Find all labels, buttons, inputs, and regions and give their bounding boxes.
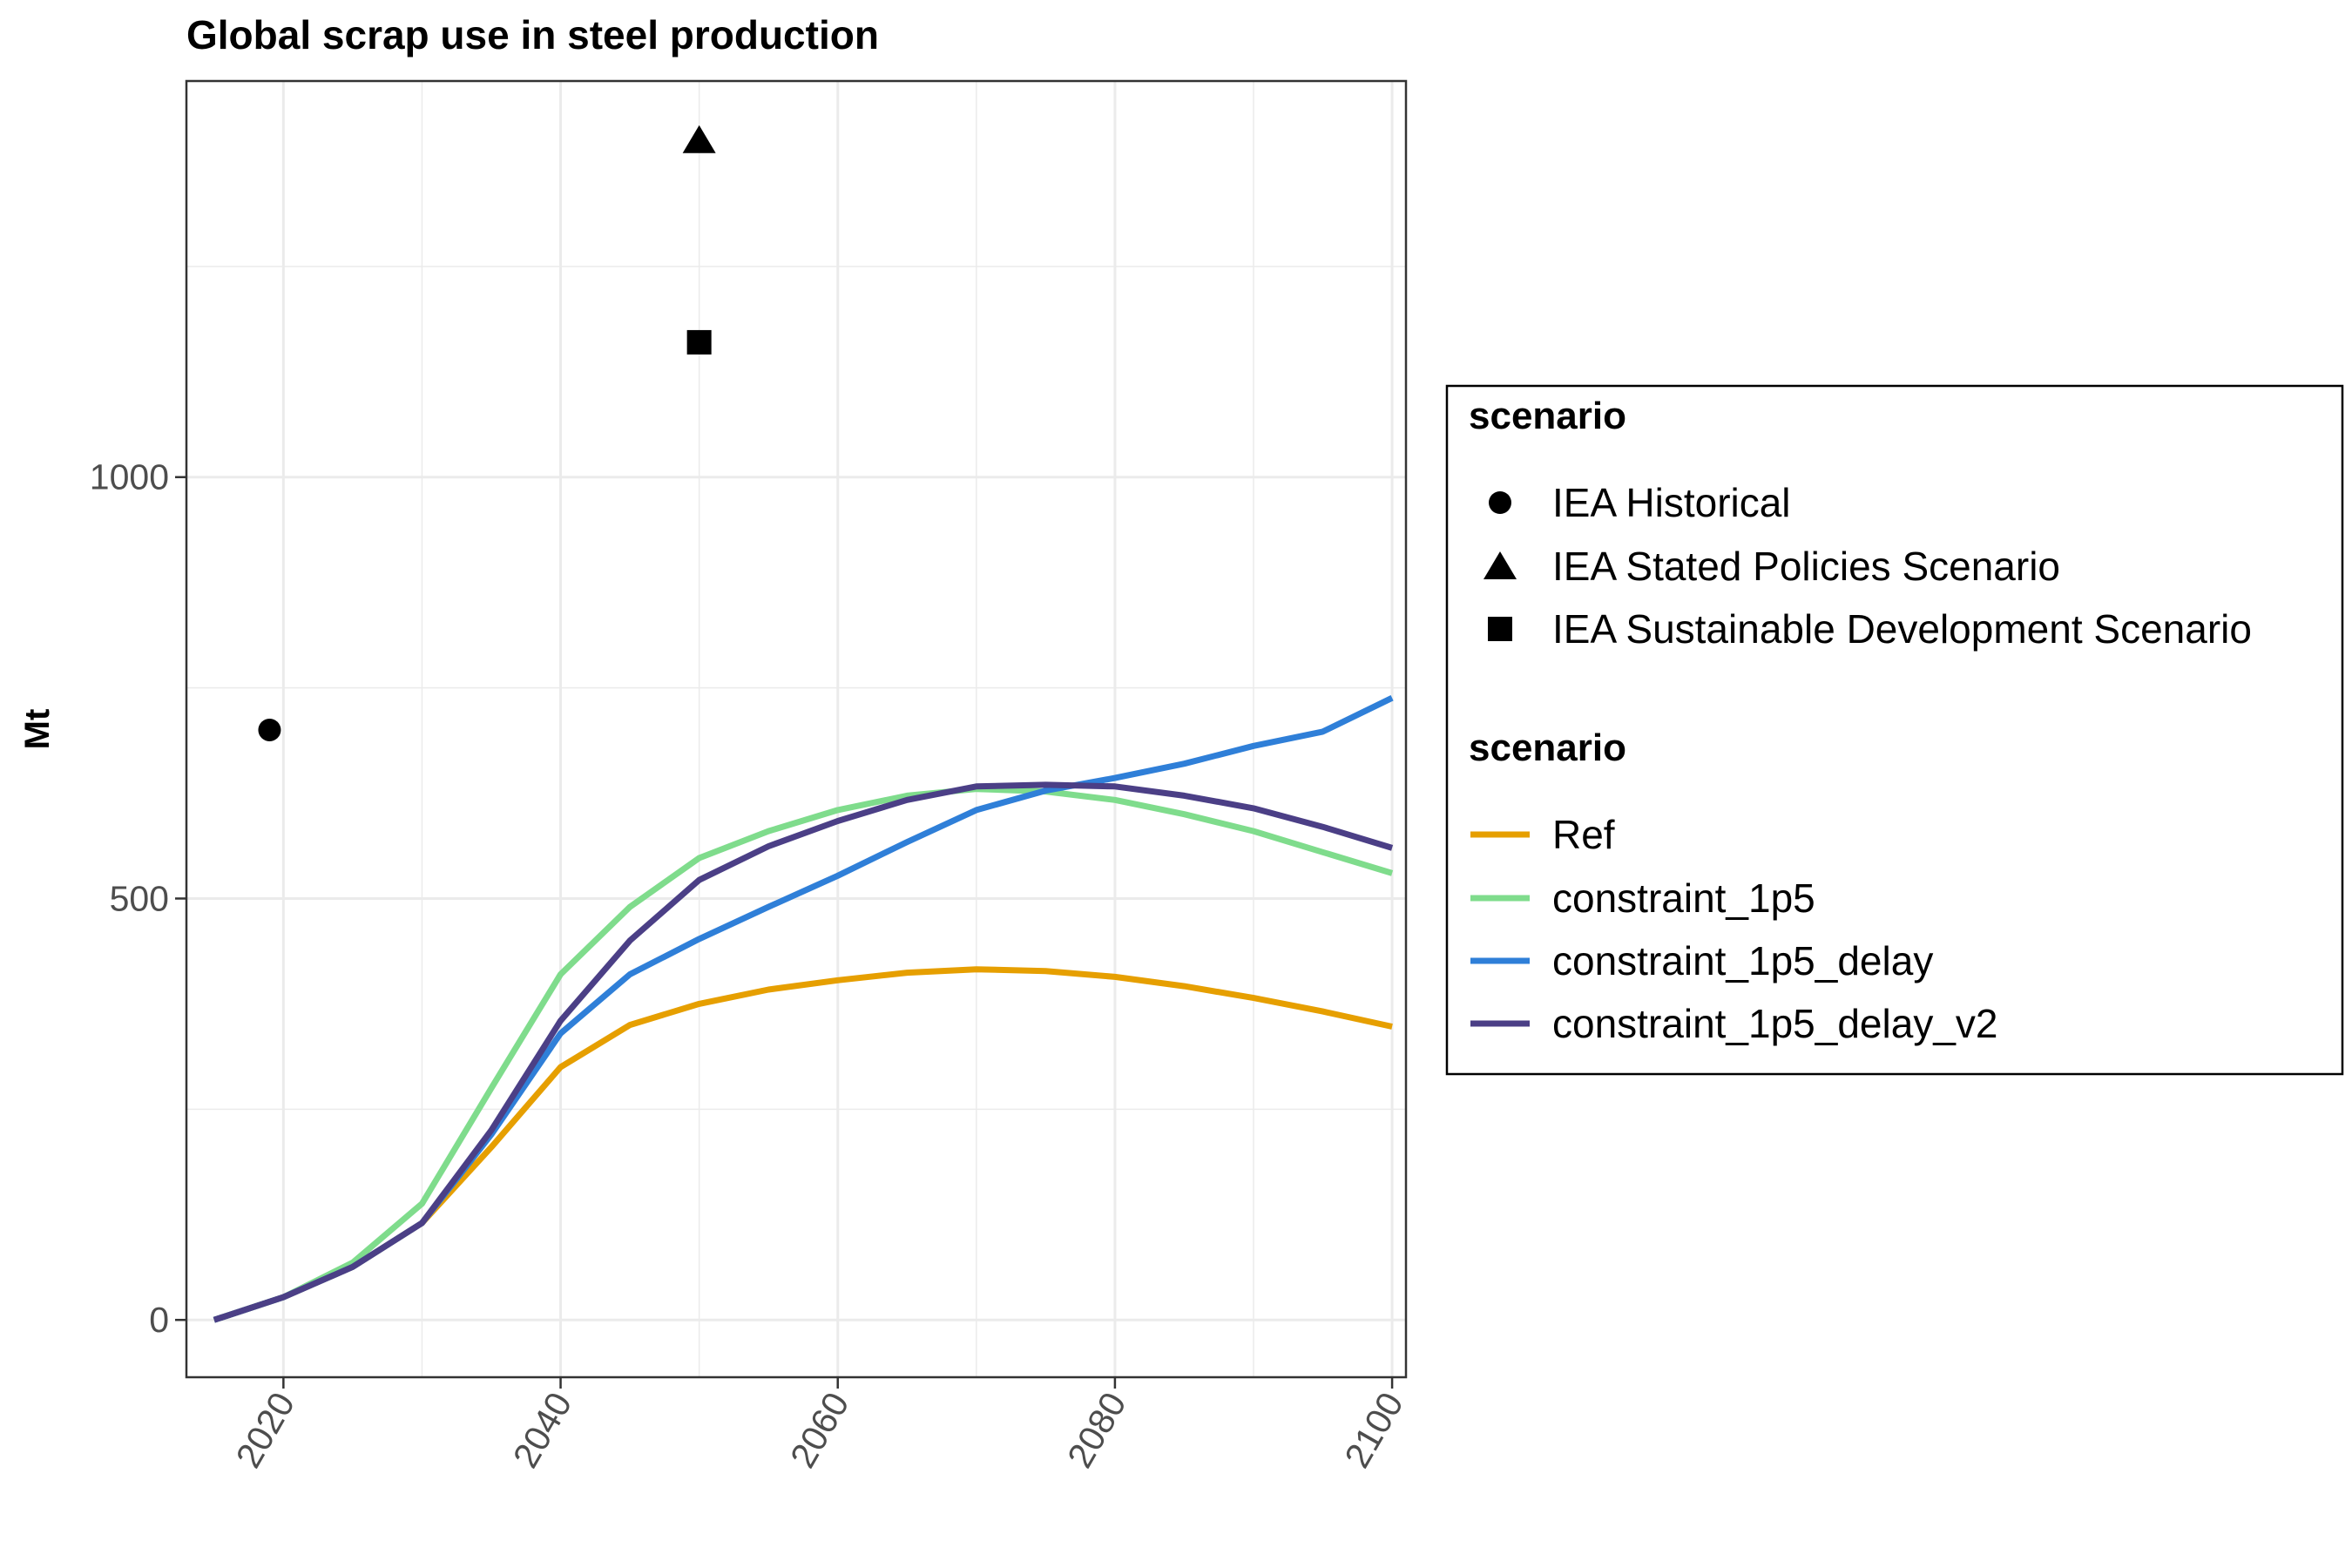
legend: scenario IEA Historical IEA Stated Polici… xyxy=(1445,384,2344,1076)
legend-key-triangle xyxy=(1484,551,1517,579)
series-lines xyxy=(213,695,1394,1323)
y-axis-title: Mt xyxy=(18,709,57,750)
legend-line-label: Ref xyxy=(1552,812,1615,857)
y-tick-label: 1000 xyxy=(90,457,169,497)
y-tick-label: 500 xyxy=(110,878,169,918)
legend-key-square xyxy=(1488,617,1512,641)
reference-points xyxy=(258,125,716,741)
chart-title: Global scrap use in steel production xyxy=(186,12,879,57)
legend-box xyxy=(1445,384,2344,1076)
point-circle xyxy=(258,718,281,741)
legend-point-label: IEA Sustainable Development Scenario xyxy=(1552,606,2252,652)
plot-panel xyxy=(186,81,1406,1377)
plot-border xyxy=(185,79,1408,1379)
grid xyxy=(186,81,1406,1377)
line-legend-title: scenario xyxy=(1469,727,1626,769)
plot-area xyxy=(185,79,1408,1379)
legend-line-label: constraint_1p5 xyxy=(1552,875,1815,921)
line-legend-entries: Ref constraint_1p5 constraint_1p5_delaycon… xyxy=(1470,812,1997,1046)
legend-point-label: IEA Historical xyxy=(1552,480,1791,525)
legend-line-label: constraint_1p5_delay_v2 xyxy=(1552,1001,1997,1046)
legend-point-label: IEA Stated Policies Scenario xyxy=(1552,544,2060,589)
series-line-constraint_1p5 xyxy=(213,786,1394,1323)
legend-line-label: constraint_1p5_delay xyxy=(1552,938,1933,983)
y-axis: 0 500 1000 xyxy=(90,457,186,1340)
series-line-constraint_1p5_delay_v2 xyxy=(213,781,1394,1323)
point-legend-title: scenario xyxy=(1469,395,1626,437)
point-square xyxy=(686,329,712,355)
y-tick-label: 0 xyxy=(149,1300,169,1340)
point-legend-entries: IEA Historical IEA Stated Policies Scenar… xyxy=(1484,480,2252,652)
point-triangle xyxy=(682,125,716,153)
legend-key-circle xyxy=(1489,491,1511,514)
